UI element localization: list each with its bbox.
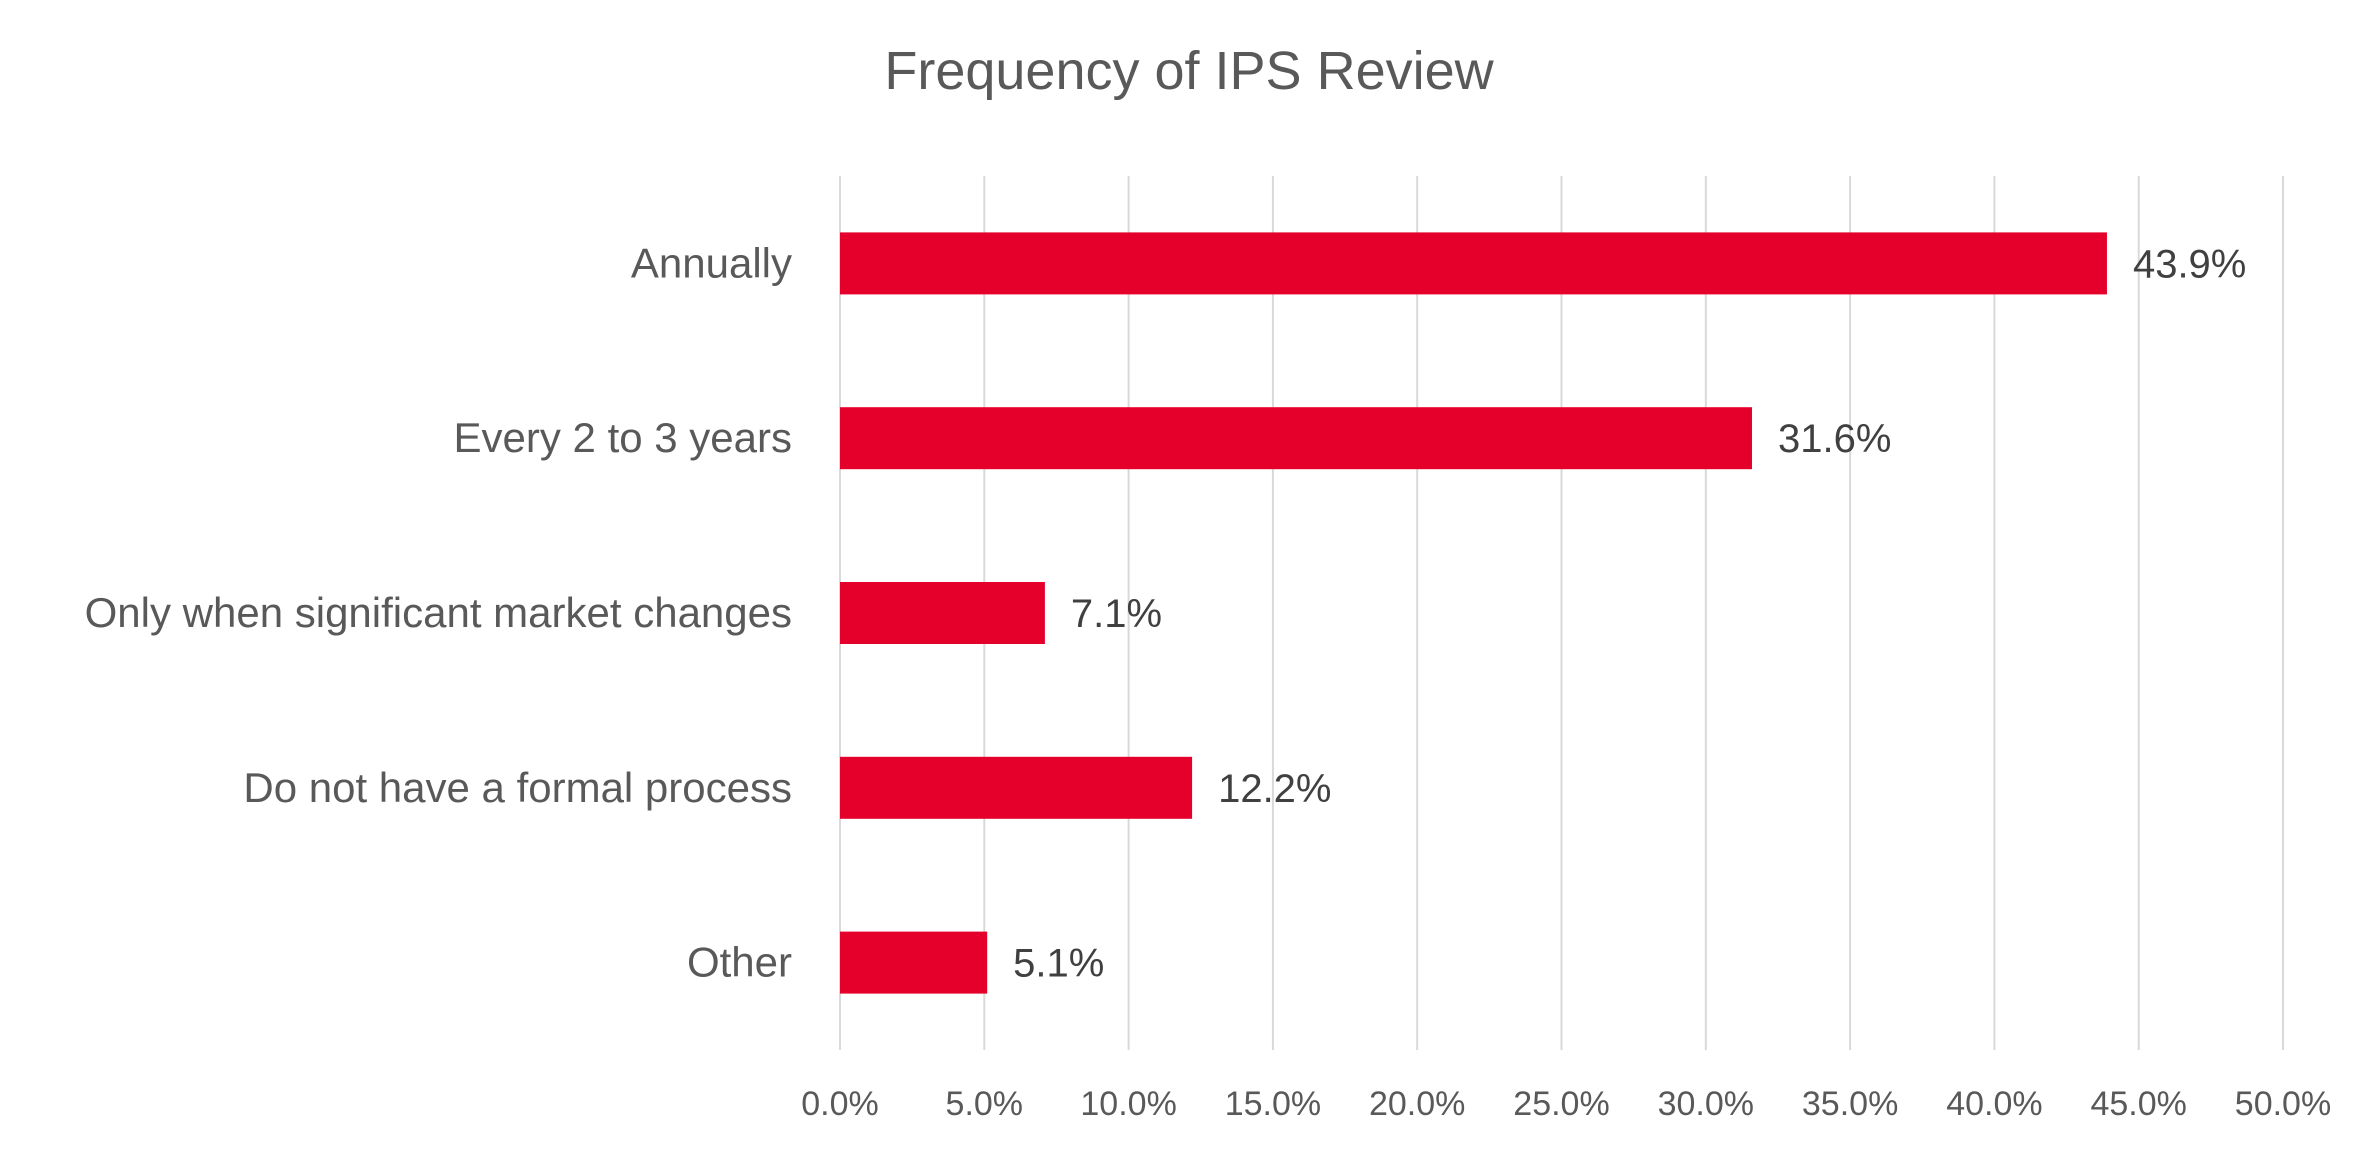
data-label: 43.9% (2133, 242, 2246, 286)
x-tick-label: 10.0% (1080, 1085, 1176, 1123)
x-tick-label: 45.0% (2090, 1085, 2186, 1123)
bar (840, 582, 1045, 644)
x-tick-label: 30.0% (1658, 1085, 1754, 1123)
category-label: Other (687, 939, 792, 986)
x-tick-label: 0.0% (801, 1085, 879, 1123)
x-tick-label: 25.0% (1513, 1085, 1609, 1123)
bar (840, 407, 1752, 470)
category-label: Only when significant market changes (85, 589, 792, 636)
bar (840, 232, 2107, 295)
chart-title: Frequency of IPS Review (884, 41, 1494, 101)
category-label: Annually (631, 239, 792, 286)
x-tick-label: 5.0% (946, 1085, 1024, 1123)
x-tick-label: 35.0% (1802, 1085, 1898, 1123)
x-tick-label: 20.0% (1369, 1085, 1465, 1123)
x-tick-label: 40.0% (1946, 1085, 2042, 1123)
category-label: Every 2 to 3 years (454, 414, 792, 461)
data-label: 7.1% (1071, 592, 1162, 636)
x-tick-label: 15.0% (1225, 1085, 1321, 1123)
bar (840, 931, 988, 994)
x-tick-label: 50.0% (2235, 1085, 2331, 1123)
category-label: Do not have a formal process (243, 764, 792, 811)
data-label: 5.1% (1013, 942, 1104, 986)
data-label: 31.6% (1778, 417, 1891, 461)
bar (840, 756, 1193, 819)
data-label: 12.2% (1218, 767, 1331, 811)
